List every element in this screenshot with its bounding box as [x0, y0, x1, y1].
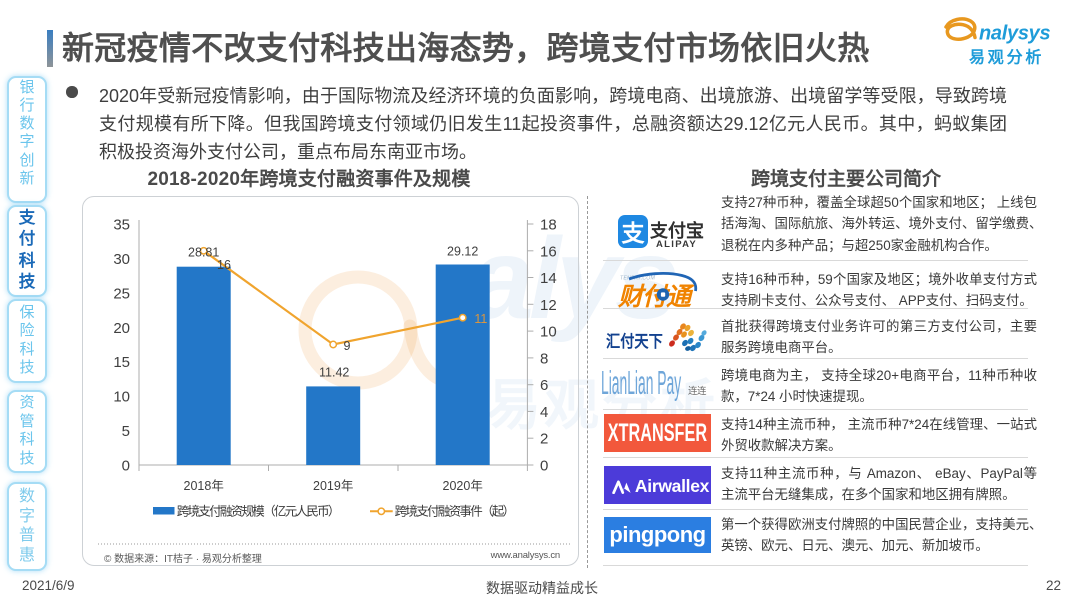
svg-text:2019年: 2019年 — [313, 479, 353, 493]
svg-text:nalysys: nalysys — [979, 23, 1050, 45]
svg-text:2020年: 2020年 — [443, 479, 483, 493]
svg-text:10: 10 — [540, 324, 557, 341]
svg-text:跨境支付融资规模（亿元人民币）: 跨境支付融资规模（亿元人民币） — [177, 504, 339, 519]
svg-text:易观分析: 易观分析 — [969, 48, 1044, 67]
svg-text:29.12: 29.12 — [447, 245, 478, 259]
svg-text:4: 4 — [540, 404, 548, 421]
svg-text:11.42: 11.42 — [319, 365, 349, 379]
svg-text:20: 20 — [113, 320, 130, 337]
svg-text:TENPAY.COM: TENPAY.COM — [620, 276, 656, 282]
svg-text:18: 18 — [540, 217, 557, 234]
svg-text:28.81: 28.81 — [188, 246, 219, 260]
svg-text:2: 2 — [540, 431, 548, 448]
svg-text:6: 6 — [540, 377, 548, 394]
svg-text:35: 35 — [113, 217, 130, 234]
svg-text:2018年: 2018年 — [184, 479, 224, 493]
svg-text:11: 11 — [474, 312, 487, 326]
svg-text:财付通: 财付通 — [617, 283, 695, 311]
svg-text:12: 12 — [540, 297, 557, 314]
svg-text:15: 15 — [113, 354, 130, 371]
svg-text:30: 30 — [113, 251, 130, 268]
svg-text:9: 9 — [344, 339, 351, 353]
svg-text:10: 10 — [113, 389, 130, 406]
svg-text:0: 0 — [540, 458, 548, 475]
svg-text:25: 25 — [113, 285, 130, 302]
svg-text:16: 16 — [540, 243, 557, 260]
svg-text:14: 14 — [540, 270, 557, 287]
svg-text:跨境支付融资事件（起）: 跨境支付融资事件（起） — [395, 504, 514, 519]
svg-text:5: 5 — [122, 423, 130, 440]
svg-text:16: 16 — [217, 258, 231, 272]
svg-text:8: 8 — [540, 350, 548, 367]
svg-text:0: 0 — [122, 458, 130, 475]
